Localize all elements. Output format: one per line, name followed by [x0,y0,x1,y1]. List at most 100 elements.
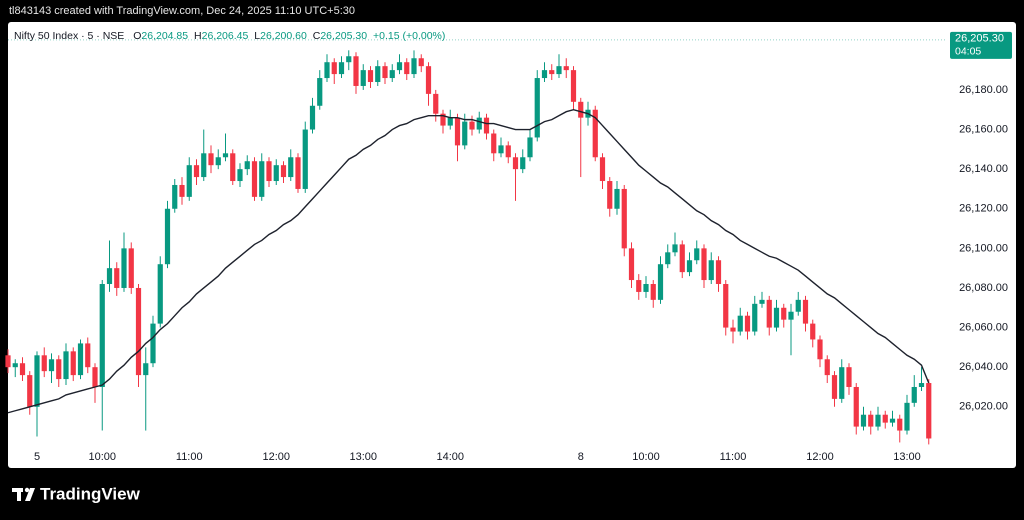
moving-average [7,109,930,414]
candle-body [208,153,214,166]
legend-value: 26,206.45 [202,30,249,42]
candle-body [810,323,816,340]
candle-body [498,145,504,154]
candle-body [846,367,852,387]
candle-body [723,284,729,328]
candle-body [715,260,722,285]
candle-body [193,165,200,178]
candle-body [520,157,526,170]
candle-body [491,133,497,154]
y-tick-label: 26,080.00 [959,282,1008,294]
candle-body [570,70,577,102]
candle-body [773,307,780,328]
candle-body [926,383,932,439]
candle-body [636,280,642,292]
candle-body [788,311,794,320]
candle-body [179,184,185,197]
candle-body [222,153,229,158]
candle-body [56,359,62,380]
candle-body [237,169,243,182]
candle-body [135,287,142,376]
candle-body [556,66,562,75]
candle-body [273,165,279,182]
candle-body [730,327,736,332]
candle-body [744,315,751,332]
candle-body [280,165,287,178]
x-tick-label: 14:00 [436,451,464,463]
x-tick-label: 11:00 [720,451,747,463]
candle-body [476,117,482,130]
candle-body [708,260,714,281]
candle-body [375,66,381,83]
candle-body [505,145,511,158]
caption: tl843143 created with TradingView.com, D… [9,5,355,17]
candle-body [875,414,881,427]
candle-body [404,62,410,75]
candle-body [483,117,490,134]
candle-body [128,248,134,288]
candle-body [853,386,859,427]
candle-body [795,299,801,312]
candle-body [411,58,417,75]
x-tick-label: 10:00 [88,451,116,463]
candle-body [817,339,823,360]
candle-body [650,284,656,300]
candle-body [643,284,649,292]
candle-body [331,62,337,75]
candle-body [897,418,903,431]
candle-body [27,375,33,407]
x-tick-label: 11:00 [176,451,203,463]
candle-body [824,359,830,376]
brand: TradingView [40,484,141,503]
candle-body [882,414,888,423]
candle-body [679,244,685,273]
x-tick-label: 12:00 [262,451,290,463]
candle-body [367,70,374,83]
candle-body [317,78,323,106]
candle-body [324,62,330,79]
candle-body [164,208,171,265]
candle-body [599,157,606,182]
candle-body [759,299,765,304]
legend-value: 26,205.30 [320,30,367,42]
candle-body [628,248,635,281]
candle-body [607,181,613,209]
candle-body [230,153,236,182]
candle-body [462,121,468,146]
candle-body [302,129,308,189]
candle-body [77,343,84,376]
candle-body [396,62,403,71]
y-tick-label: 26,120.00 [959,203,1008,215]
y-tick-label: 26,180.00 [959,84,1008,96]
candle-body [41,355,47,372]
candle-body [454,117,461,146]
legend-value: 26,204.85 [141,30,188,42]
x-tick-label: 5 [34,451,40,463]
legend-key: L [254,30,260,42]
candle-body [918,383,925,387]
candle-body [541,70,548,79]
symbol: Nifty 50 Index · 5 · NSE [14,30,124,42]
legend-value: 26,200.60 [260,30,307,42]
candle-body [614,188,620,209]
candle-body [549,70,555,75]
candle-body [143,363,149,376]
candle-body [157,264,163,324]
candle-body [346,56,352,63]
candle-body [889,418,896,423]
logo-part [17,488,21,501]
candle-body [106,268,113,285]
candle-body [766,299,772,328]
candle-body [63,351,69,380]
candle-body [295,157,301,189]
y-tick-label: 26,100.00 [959,242,1008,254]
candle-body [694,248,700,261]
last-price-tag [950,31,1012,59]
x-tick-label: 12:00 [806,451,834,463]
candle-body [911,386,917,403]
candle-body [802,299,809,324]
candle-body [831,375,838,399]
candle-body [338,62,345,75]
candle-body [19,363,26,376]
